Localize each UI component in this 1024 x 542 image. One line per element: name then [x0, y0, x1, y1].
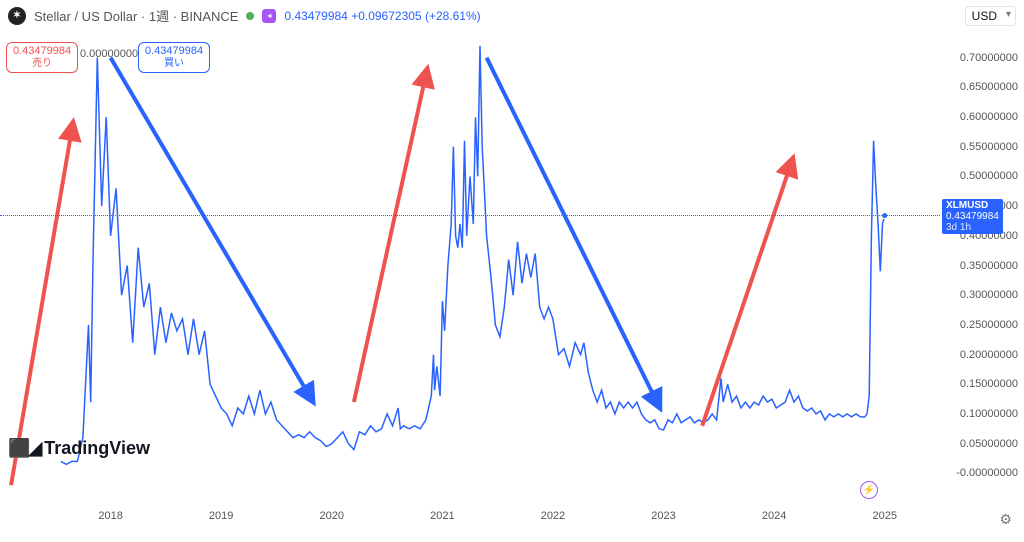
x-tick: 2024 [762, 510, 786, 522]
price-label-value: 0.43479984 [946, 211, 999, 222]
y-tick: 0.05000000 [960, 438, 1018, 450]
y-tick: 0.50000000 [960, 170, 1018, 182]
market-status-icon [246, 12, 254, 20]
y-tick: 0.20000000 [960, 349, 1018, 361]
ohlc-pct: (+28.61%) [425, 9, 481, 23]
y-tick: 0.30000000 [960, 289, 1018, 301]
y-tick: 0.65000000 [960, 81, 1018, 93]
y-tick: 0.55000000 [960, 141, 1018, 153]
current-price-label[interactable]: XLMUSD 0.43479984 3d 1h [942, 199, 1003, 234]
y-tick: 0.25000000 [960, 319, 1018, 331]
ohlc-change: +0.09672305 [351, 9, 421, 23]
buy-price: 0.43479984 [145, 45, 203, 58]
chart-area[interactable]: 0.43479984 売り 0.00000000 0.43479984 買い ⬛… [0, 28, 940, 503]
x-tick: 2018 [98, 510, 122, 522]
y-tick: 0.60000000 [960, 111, 1018, 123]
y-tick: 0.10000000 [960, 408, 1018, 420]
price-chart [0, 28, 940, 503]
x-tick: 2019 [209, 510, 233, 522]
currency-value: USD [972, 9, 997, 23]
y-axis[interactable]: 0.70000000 0.65000000 0.60000000 0.55000000… [940, 28, 1024, 503]
sell-badge[interactable]: 0.43479984 売り [6, 42, 78, 73]
y-tick: 0.35000000 [960, 260, 1018, 272]
x-tick: 2020 [320, 510, 344, 522]
sell-price: 0.43479984 [13, 45, 71, 58]
y-tick: -0.00000000 [956, 467, 1018, 479]
current-price-line [0, 215, 940, 216]
x-tick: 2022 [541, 510, 565, 522]
currency-select[interactable]: USD [965, 6, 1016, 26]
y-tick: 0.15000000 [960, 378, 1018, 390]
x-tick: 2021 [430, 510, 454, 522]
x-axis[interactable]: 2018 2019 2020 2021 2022 2023 2024 2025 [0, 510, 940, 530]
tradingview-logo: ⬛◢TradingView [8, 438, 150, 459]
buy-badge[interactable]: 0.43479984 買い [138, 42, 210, 73]
y-tick: 0.70000000 [960, 52, 1018, 64]
price-label-timeframe: 3d 1h [946, 222, 999, 233]
ohlc-stats: 0.43479984 +0.09672305 (+28.61%) [284, 9, 480, 23]
x-tick: 2023 [651, 510, 675, 522]
bolt-icon[interactable]: ⚡ [860, 481, 878, 499]
sell-label: 売り [13, 58, 71, 70]
axis-settings-icon[interactable]: ⚙ [999, 511, 1012, 528]
buy-label: 買い [145, 58, 203, 70]
spread-label: 0.00000000 [80, 48, 138, 60]
price-label-symbol: XLMUSD [946, 200, 988, 211]
x-tick: 2025 [872, 510, 896, 522]
symbol-icon: ✶ [8, 7, 26, 25]
ohlc-price: 0.43479984 [284, 9, 347, 23]
provider-icon: ◂ [262, 9, 276, 23]
symbol-title[interactable]: Stellar / US Dollar · 1週 · BINANCE [34, 6, 238, 25]
chart-header: ✶ Stellar / US Dollar · 1週 · BINANCE ◂ 0… [8, 6, 1016, 25]
tradingview-icon: ⬛◢ [8, 438, 40, 459]
